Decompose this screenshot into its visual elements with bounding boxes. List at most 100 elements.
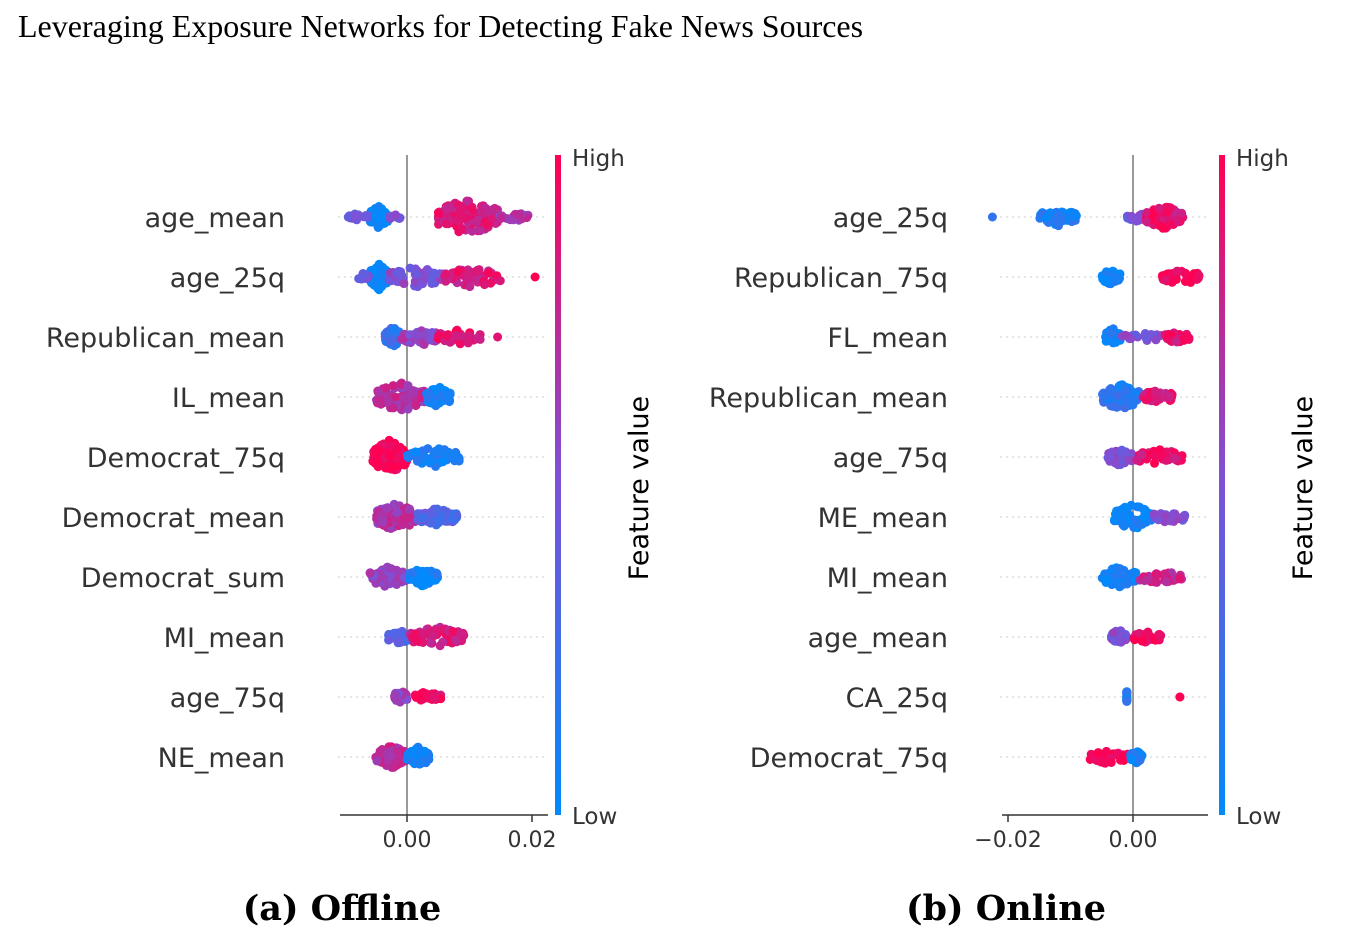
data-point: [435, 641, 445, 651]
data-point: [1161, 577, 1171, 587]
data-point: [427, 274, 436, 284]
data-point: [432, 570, 442, 580]
data-point: [1116, 581, 1126, 590]
feature-label: age_25q: [833, 203, 948, 234]
data-point: [385, 751, 395, 761]
data-point: [434, 208, 443, 218]
feature-label: MI_mean: [827, 563, 948, 594]
data-point: [389, 629, 399, 639]
data-point: [392, 747, 402, 757]
page-title: Leveraging Exposure Networks for Detecti…: [18, 8, 864, 44]
data-point: [404, 504, 414, 514]
data-point: [1101, 746, 1111, 756]
data-point: [431, 399, 440, 409]
data-point: [424, 754, 434, 764]
data-point: [455, 339, 465, 349]
panel-offline: age_mean age_25q Republican_mean IL_mean Dem…: [46, 155, 557, 853]
colorbar-gradient: [1219, 155, 1225, 815]
data-point: [374, 445, 384, 455]
data-point: [1112, 391, 1122, 400]
data-point: [386, 564, 396, 574]
data-point: [505, 215, 515, 225]
row-guides: [1000, 216, 1208, 758]
data-point: [1171, 336, 1181, 346]
x-tick-label: 0.02: [508, 828, 557, 853]
x-axis-ticks: −0.02 0.00: [974, 815, 1157, 853]
data-point: [1071, 211, 1081, 221]
data-point: [1151, 335, 1161, 345]
feature-label: MI_mean: [164, 623, 285, 654]
feature-labels: age_25q Republican_75q FL_mean Republican_m…: [709, 203, 948, 774]
data-point: [411, 447, 420, 457]
data-point: [1150, 387, 1160, 397]
data-point: [374, 387, 384, 397]
colorbar-title: Feature value: [1288, 396, 1319, 580]
feature-label: Democrat_75q: [750, 743, 948, 774]
data-point: [416, 759, 426, 769]
data-point: [454, 209, 464, 219]
data-point: [1144, 330, 1154, 340]
panel-online: age_25q Republican_75q FL_mean Republican_m…: [709, 155, 1208, 853]
feature-label: Democrat_mean: [62, 503, 285, 534]
data-point: [1103, 276, 1112, 286]
data-point: [465, 331, 475, 341]
data-point: [1160, 569, 1170, 579]
data-point: [388, 403, 398, 413]
data-point: [412, 269, 422, 279]
data-point: [383, 503, 393, 513]
data-point: [389, 762, 398, 772]
data-point: [1153, 515, 1163, 525]
data-point: [365, 568, 375, 578]
data-point: [410, 276, 420, 286]
data-point: [1175, 574, 1185, 584]
data-point: [398, 392, 408, 402]
data-point: [407, 568, 417, 578]
data-point: [1170, 509, 1180, 519]
data-point: [473, 266, 483, 276]
data-point: [1165, 516, 1175, 526]
data-point: [392, 580, 402, 589]
data-point: [1092, 749, 1102, 759]
data-point: [411, 330, 421, 340]
colorbar-high-label: High: [572, 146, 625, 172]
data-point: [369, 279, 379, 289]
data-point: [377, 510, 386, 520]
feature-label: age_mean: [808, 623, 948, 654]
data-point: [1179, 512, 1188, 521]
data-point: [378, 517, 388, 527]
data-point: [435, 446, 445, 456]
data-point: [457, 224, 467, 234]
data-point: [403, 404, 413, 414]
data-point: [1122, 696, 1132, 706]
data-point: [1181, 332, 1191, 342]
feature-label: Republican_mean: [709, 383, 948, 414]
data-point: [471, 217, 481, 227]
data-point: [436, 511, 446, 521]
data-point: [420, 746, 430, 756]
data-point: [1150, 458, 1159, 468]
data-point: [475, 334, 485, 344]
caption-offline: (a) Offline: [242, 888, 442, 929]
data-point: [1173, 217, 1183, 227]
data-point: [987, 212, 997, 222]
data-point: [441, 269, 451, 279]
data-point: [484, 268, 493, 278]
data-point: [1128, 387, 1138, 397]
data-point: [429, 508, 439, 518]
feature-label: FL_mean: [827, 323, 948, 354]
feature-label: Democrat_75q: [87, 443, 285, 474]
data-point: [452, 267, 462, 277]
data-point: [1137, 636, 1147, 646]
colorbar-high-label: High: [1236, 146, 1289, 172]
data-point: [426, 518, 435, 528]
data-point: [392, 444, 402, 454]
data-point: [487, 213, 497, 223]
data-point: [1122, 687, 1132, 697]
data-point: [419, 274, 429, 284]
data-point: [408, 388, 418, 398]
data-point: [405, 749, 415, 759]
x-tick-label: 0.00: [383, 828, 432, 853]
data-point: [384, 451, 394, 461]
data-point: [463, 338, 473, 348]
data-point: [441, 204, 451, 214]
